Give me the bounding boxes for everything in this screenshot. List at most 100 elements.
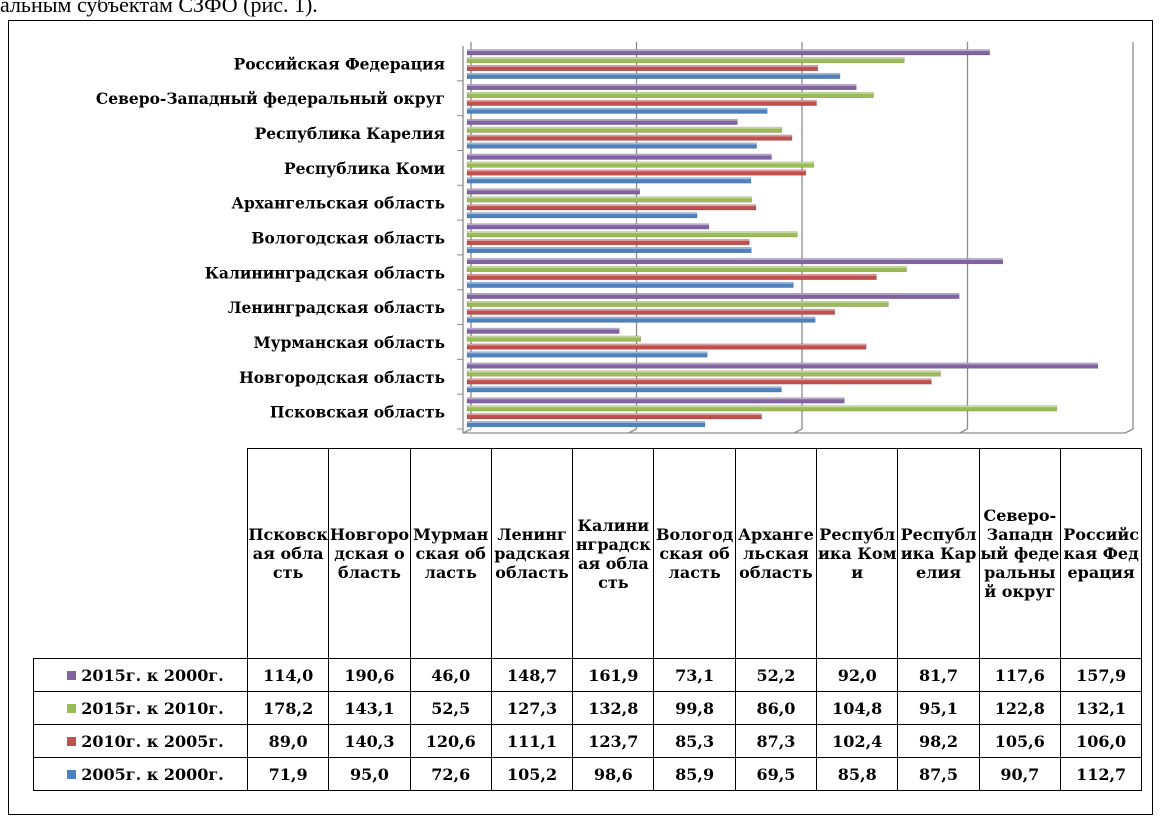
bar-highlight [467,177,751,180]
bar [466,370,941,377]
bar [466,343,867,350]
bar [466,378,932,385]
table-cell: 111,1 [490,724,574,758]
bar-highlight [467,212,698,215]
bar [466,142,757,149]
legend-label: 2015г. к 2010г. [81,698,224,718]
table-column-header: Мурманская область [409,448,492,659]
bar-highlight [467,309,835,311]
bar [466,169,807,176]
bar [466,231,798,238]
legend-swatch [67,736,77,746]
table-column-header: Новгородская область [328,448,411,659]
category-label: Республика Карелия [255,124,445,143]
bar-highlight [467,239,750,241]
table-cell: 132,1 [1059,691,1143,725]
table-cell: 122,8 [978,691,1061,725]
legend-swatch [67,703,77,713]
bar [466,107,768,114]
table-cell: 87,3 [734,724,818,758]
bar [466,84,857,91]
table-cell: 98,2 [897,724,980,758]
table-cell: 143,1 [328,691,411,725]
bar-highlight [467,362,1098,365]
bar [466,362,1099,369]
table-cell: 98,6 [572,757,655,791]
table-row: 2015г. к 2000г. 114,0 190,6 46,0 148,7 161,9 7… [33,658,1143,692]
category-labels: Российская Федерация Северо-Западный феде… [96,54,445,421]
table-cell: 105,2 [490,757,574,791]
table-cell: 114,0 [246,658,330,692]
bar-highlight [467,328,620,330]
table-cell: 190,6 [328,658,411,692]
table-header-row: Псковская область Новгородская область Мур… [33,448,1143,659]
bar-highlight [467,108,768,110]
bar-highlight [467,258,1003,261]
bar-highlight [467,397,845,400]
bar [466,65,819,72]
table-body: 2015г. к 2000г. 114,0 190,6 46,0 148,7 161,9 7… [33,658,1143,791]
table-cell: 52,2 [734,658,818,692]
bar [466,327,620,334]
gridline-floor [1124,428,1134,434]
bar-highlight [467,421,705,423]
bar-highlight [467,65,818,67]
table-column-header: Вологодская область [653,448,736,659]
table-cell: 72,6 [409,757,492,791]
bar-highlight [467,301,889,303]
bar-highlight [467,100,817,102]
bar-highlight [467,231,798,234]
bar [466,397,845,404]
bar [466,72,841,79]
bar-highlight [467,204,756,207]
bar [466,308,835,315]
category-label: Калининградская область [205,263,445,282]
table-cell: 92,0 [816,658,899,692]
legend-label: 2010г. к 2005г. [81,731,224,751]
table-cell: 95,0 [328,757,411,791]
legend-entry: 2010г. к 2005г. [33,724,248,758]
gridline-floor [462,428,472,434]
bar-highlight [467,351,708,354]
bar [466,153,772,160]
table-column-header: Республика Карелия [897,448,980,659]
bar-highlight [467,142,757,145]
chart-frame [8,20,1153,815]
category-label: Архангельская область [231,194,445,213]
category-label: Северо-Западный федеральный округ [96,89,445,108]
category-label: Российская Федерация [234,54,445,73]
gridline-floor [959,428,968,434]
bar-highlight [467,378,932,381]
table-cell: 102,4 [816,724,899,758]
table-cell: 73,1 [653,658,736,692]
category-label: Новгородская область [239,368,445,387]
table-cell: 104,8 [816,691,899,725]
bar [466,258,1004,265]
table-cell: 120,6 [409,724,492,758]
bar [466,386,782,393]
table-cell: 86,0 [734,691,818,725]
legend-entry: 2005г. к 2000г. [33,757,248,791]
legend-entry: 2015г. к 2000г. [33,658,248,692]
bar [466,316,816,323]
table-cell: 127,3 [490,691,574,725]
table-column-header: Ленинградская область [490,448,574,659]
table-cell: 85,9 [653,757,736,791]
legend-swatch [67,769,77,779]
table-cell: 132,8 [572,691,655,725]
gridline-floor [628,428,637,434]
bar [466,118,738,125]
category-label: Мурманская область [253,333,445,352]
bar [466,239,750,246]
table-cell: 85,8 [816,757,899,791]
bar [466,273,877,280]
bar-highlight [467,169,806,172]
bars [466,49,1099,428]
table-column-header: Северо-Западный федеральный округ [978,448,1061,659]
bar-highlight [467,92,874,94]
bar [466,188,641,195]
bar [466,281,794,288]
bar-highlight [467,49,990,52]
bar-highlight [467,73,841,75]
